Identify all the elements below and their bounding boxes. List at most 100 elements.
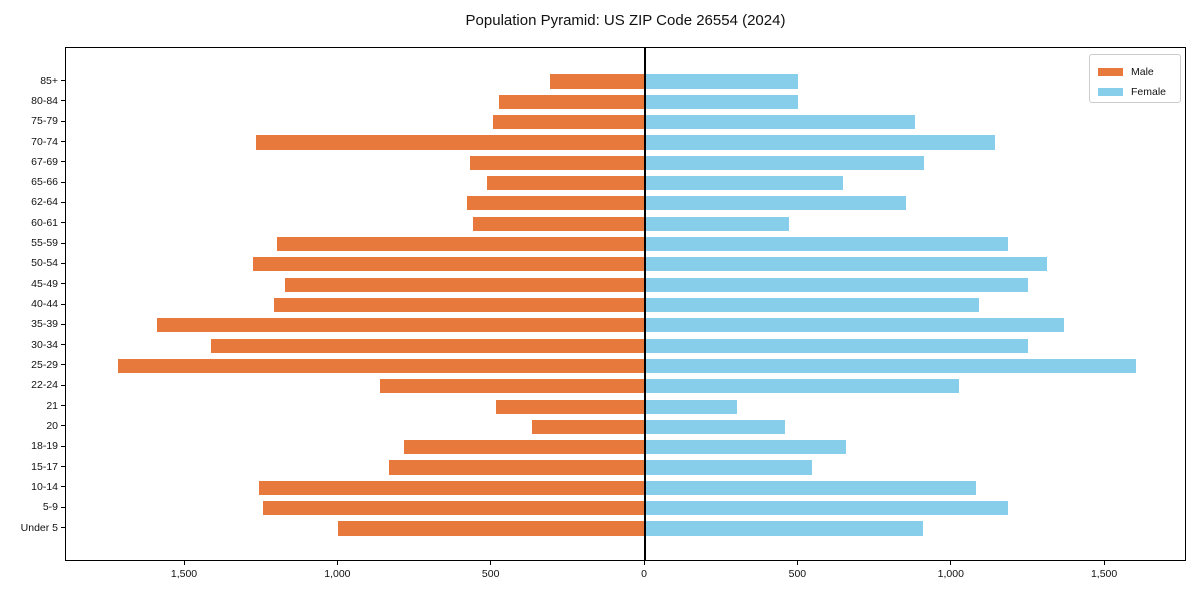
ytick-label-60-61: 60-61 [31, 216, 58, 229]
xtick-mark [796, 561, 798, 565]
xtick-label-1,500: 1,500 [1090, 568, 1118, 580]
ytick-label-50-54: 50-54 [31, 257, 58, 270]
ytick-label-45-49: 45-49 [31, 277, 58, 290]
male-bar-50-54 [252, 257, 646, 272]
ytick-mark [61, 222, 65, 224]
legend-entry-male: Male [1098, 63, 1154, 78]
ytick-label-80-84: 80-84 [31, 94, 58, 107]
male-bar-75-79 [493, 115, 645, 130]
xtick-mark [643, 561, 645, 565]
male-bar-60-61 [473, 216, 646, 231]
plot-area [65, 47, 1186, 561]
female-bar-40-44 [645, 297, 980, 313]
male-bar-18-19 [404, 440, 646, 455]
female-bar-70-74 [645, 135, 995, 150]
male-bar-62-64 [467, 196, 646, 211]
male-bar-21 [496, 399, 646, 414]
xtick-mark [1103, 561, 1105, 565]
ytick-mark [61, 161, 65, 163]
male-bar-Under 5 [338, 521, 646, 536]
ytick-mark [61, 141, 65, 142]
ytick-label-40-44: 40-44 [31, 298, 58, 310]
xtick-label-1,500: 1,500 [170, 568, 198, 580]
ytick-label-70-74: 70-74 [31, 135, 58, 148]
ytick-mark [61, 364, 65, 366]
ytick-label-35-39: 35-39 [31, 318, 58, 331]
male-bar-5-9 [263, 501, 645, 516]
xtick-label-500: 500 [788, 568, 807, 580]
ytick-mark [61, 527, 65, 528]
ytick-label-67-69: 67-69 [31, 155, 58, 168]
male-bar-55-59 [277, 236, 645, 252]
female-bar-30-34 [645, 338, 1029, 353]
ytick-mark [61, 425, 65, 427]
male-bar-10-14 [258, 480, 645, 495]
legend-label-female: Female [1131, 85, 1167, 98]
ytick-mark [61, 323, 65, 325]
ytick-mark [61, 466, 65, 467]
male-bar-20 [531, 419, 646, 434]
female-bar-45-49 [645, 277, 1029, 292]
ytick-label-10-14: 10-14 [31, 480, 58, 493]
ytick-mark [61, 201, 65, 203]
ytick-mark [61, 506, 65, 508]
female-bar-62-64 [645, 196, 906, 211]
female-bar-65-66 [645, 176, 843, 191]
ytick-mark [61, 80, 65, 81]
xtick-label-1,000: 1,000 [324, 568, 351, 580]
female-swatch [1098, 87, 1123, 96]
male-bar-30-34 [211, 338, 646, 353]
ytick-label-21: 21 [46, 399, 58, 412]
ytick-mark [61, 384, 65, 386]
female-bar-85+ [645, 74, 799, 89]
ytick-label-18-19: 18-19 [31, 440, 58, 453]
legend: Male Female [1089, 54, 1181, 103]
legend-entry-female: Female [1098, 83, 1167, 98]
xtick-mark [336, 561, 338, 565]
male-swatch [1098, 67, 1123, 76]
male-bar-85+ [550, 74, 646, 89]
ytick-mark [61, 262, 65, 264]
ytick-label-55-59: 55-59 [31, 237, 58, 250]
female-bar-10-14 [645, 480, 977, 495]
male-bar-25-29 [117, 358, 645, 373]
ytick-label-62-64: 62-64 [31, 196, 58, 209]
ytick-mark [61, 344, 65, 346]
xtick-mark [950, 561, 952, 565]
female-bar-22-24 [645, 379, 960, 394]
female-bar-15-17 [645, 460, 813, 475]
ytick-label-30-34: 30-34 [31, 338, 58, 351]
female-bar-35-39 [645, 318, 1064, 333]
xtick-label-0: 0 [641, 568, 648, 580]
ytick-mark [61, 120, 65, 122]
female-bar-80-84 [645, 94, 799, 109]
male-bar-70-74 [255, 135, 645, 150]
ytick-label-22-24: 22-24 [31, 379, 58, 392]
male-bar-67-69 [470, 155, 645, 170]
ytick-label-65-66: 65-66 [31, 176, 58, 189]
ytick-mark [61, 486, 65, 488]
ytick-label-20: 20 [46, 419, 58, 432]
female-bar-67-69 [645, 155, 925, 170]
male-bar-65-66 [487, 176, 646, 191]
male-bar-40-44 [273, 297, 645, 313]
ytick-label-15-17: 15-17 [31, 460, 58, 473]
ytick-mark [61, 242, 65, 244]
male-bar-45-49 [284, 277, 646, 292]
ytick-label-5-9: 5-9 [42, 501, 58, 514]
female-bar-5-9 [645, 501, 1009, 516]
female-bar-18-19 [645, 440, 846, 455]
ytick-label-75-79: 75-79 [31, 115, 58, 128]
female-bar-Under 5 [645, 521, 923, 536]
ytick-mark [61, 181, 65, 183]
female-bar-25-29 [645, 358, 1136, 373]
xtick-mark [490, 561, 492, 565]
female-bar-20 [645, 419, 785, 434]
ytick-mark [61, 283, 65, 285]
legend-label-male: Male [1131, 65, 1154, 78]
xtick-label-500: 500 [481, 568, 500, 580]
male-bar-80-84 [499, 94, 646, 109]
female-bar-55-59 [645, 236, 1009, 252]
ytick-mark [61, 445, 65, 447]
chart-title: Population Pyramid: US ZIP Code 26554 (2… [465, 12, 786, 29]
